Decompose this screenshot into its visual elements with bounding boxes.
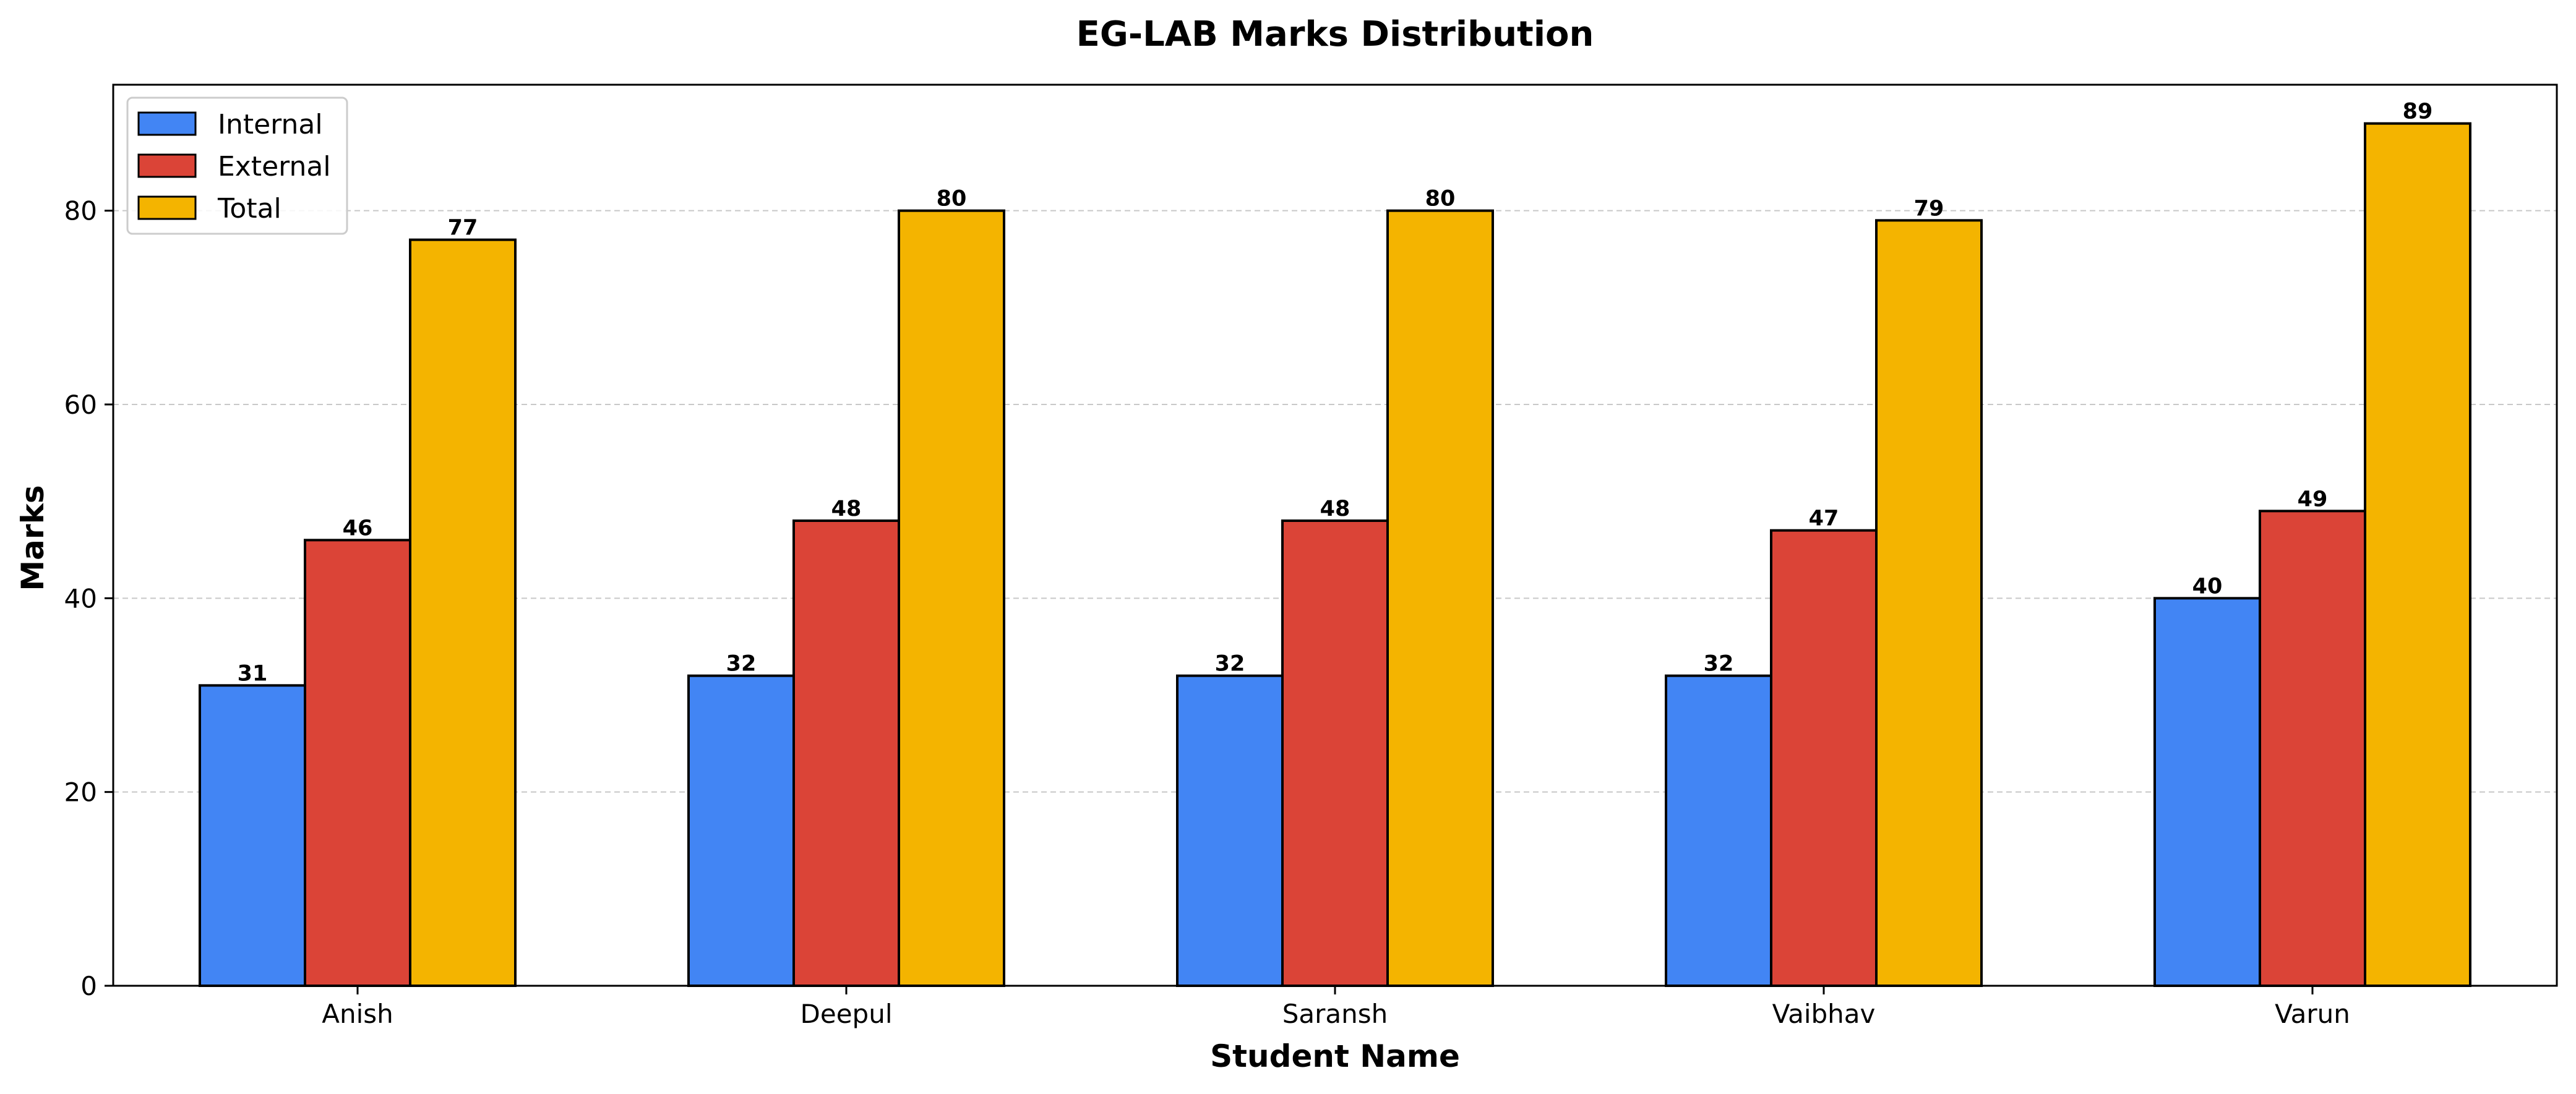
bar-total-vaibhav xyxy=(1875,219,1983,987)
bars xyxy=(199,122,2471,988)
bar-external-deepul xyxy=(792,519,900,987)
data-label: 40 xyxy=(2192,574,2223,599)
data-label: 80 xyxy=(1425,187,1456,212)
data-label: 89 xyxy=(2403,100,2433,124)
chart-title: EG-LAB Marks Distribution xyxy=(1076,14,1594,54)
grid-lines xyxy=(113,210,2557,793)
y-axis-label: Marks xyxy=(15,485,51,591)
data-label: 48 xyxy=(1320,497,1350,521)
legend-label-total: Total xyxy=(217,193,281,224)
y-tick-label: 60 xyxy=(64,390,97,420)
data-label: 47 xyxy=(1809,506,1839,531)
data-label: 48 xyxy=(831,497,862,521)
bar-internal-anish xyxy=(199,684,306,988)
bar-total-varun xyxy=(2364,122,2471,988)
legend-label-external: External xyxy=(218,151,331,182)
y-tick-label: 20 xyxy=(64,777,97,808)
legend-swatch-internal xyxy=(137,111,197,136)
bar-total-deepul xyxy=(898,209,1005,988)
data-label: 79 xyxy=(1914,196,1944,221)
bar-total-anish xyxy=(409,238,517,988)
x-axis: Anish Deepul Saransh Vaibhav Varun xyxy=(322,986,2350,1029)
legend-swatch-total xyxy=(137,195,197,220)
data-label: 31 xyxy=(238,661,268,686)
legend-swatch-external xyxy=(137,153,197,178)
x-axis-label: Student Name xyxy=(1210,1038,1460,1074)
data-label: 80 xyxy=(937,187,967,212)
data-label: 46 xyxy=(343,516,373,541)
y-tick-label: 80 xyxy=(64,196,97,226)
data-label: 32 xyxy=(1215,652,1245,677)
data-label: 49 xyxy=(2298,487,2328,511)
x-tick-label: Deepul xyxy=(801,999,893,1029)
x-tick-label: Anish xyxy=(322,999,393,1029)
bar-internal-varun xyxy=(2153,597,2261,987)
bar-internal-saransh xyxy=(1176,674,1284,987)
x-tick-label: Varun xyxy=(2275,999,2350,1029)
legend: Internal External Total xyxy=(126,96,348,235)
y-tick-label: 40 xyxy=(64,583,97,613)
bar-total-saransh xyxy=(1386,209,1494,988)
bar-external-saransh xyxy=(1281,519,1389,987)
bar-external-varun xyxy=(2259,510,2366,987)
y-axis: 0 20 40 60 80 xyxy=(64,196,113,1001)
bar-internal-vaibhav xyxy=(1665,674,1772,987)
bar-internal-deepul xyxy=(687,674,795,987)
bar-external-vaibhav xyxy=(1770,529,1878,987)
bar-external-anish xyxy=(304,539,411,987)
data-label: 32 xyxy=(1704,652,1734,677)
data-labels: 31 46 77 32 48 80 32 48 80 32 47 79 40 49 89 xyxy=(238,100,2433,686)
data-label: 32 xyxy=(726,652,757,677)
y-tick-label: 0 xyxy=(80,971,97,1001)
x-tick-label: Saransh xyxy=(1282,999,1388,1029)
x-tick-label: Vaibhav xyxy=(1772,999,1876,1029)
data-label: 77 xyxy=(448,216,478,241)
legend-label-internal: Internal xyxy=(218,109,323,140)
